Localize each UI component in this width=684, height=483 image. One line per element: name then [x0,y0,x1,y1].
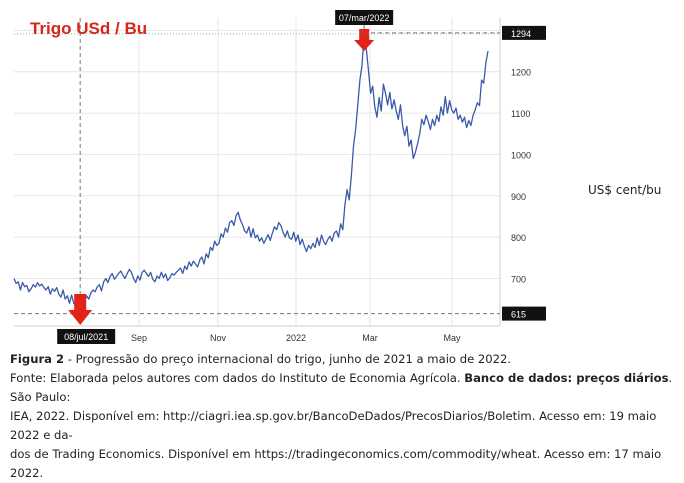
y-tick-label: 800 [511,233,526,243]
y-tick-label: 1000 [511,150,531,160]
down-arrow-icon [354,29,375,51]
source-prefix: Fonte: Elaborada pelos autores com dados… [10,371,465,385]
date-tag-label: 08/jul/2021 [64,332,108,342]
chart-annotations [14,10,546,344]
y-tick-label: 700 [511,274,526,284]
x-tick-label: 2022 [286,333,306,343]
price-tag-label: 1294 [511,29,531,39]
price-tag-label: 615 [511,310,526,320]
figure-text: - Progressão do preço internacional do t… [64,352,512,366]
price-tag-box [502,306,546,321]
chart-grid [14,18,500,326]
x-tick-label: Sep [131,333,147,343]
caption-source-line-1: Fonte: Elaborada pelos autores com dados… [10,369,678,407]
y-tick-label: 1300 [511,26,531,36]
y-tick-label: 1100 [511,109,530,119]
down-arrow-icon [68,294,93,325]
date-tag-label: 07/mar/2022 [339,13,390,23]
chart-title: Trigo USd / Bu [30,19,147,38]
price-tag-box [502,25,546,40]
figure-label: Figura 2 [10,352,65,366]
caption-source-line-2: IEA, 2022. Disponível em: http://ciagri.… [10,409,657,442]
chart-series [13,32,489,315]
chart-axes [14,18,501,327]
x-tick-label: May [443,333,461,343]
date-tag-box [335,10,394,25]
figure-caption: Figura 2 - Progressão do preço internaci… [10,350,678,483]
series-line [13,32,489,315]
x-tick-label: Mar [362,333,378,343]
caption-title-line: Figura 2 - Progressão do preço internaci… [10,350,678,369]
wheat-price-chart: 1300 1200 1100 1000 900 800 700 Sep Nov 2022 Mar Ma… [13,10,546,344]
caption-source-line-3: dos de Trading Economics. Disponível em … [10,447,662,480]
source-suffix: . São Paulo: [10,371,673,404]
y-tick-label: 1200 [511,68,531,78]
unit-label: US$ cent/bu [588,183,662,197]
x-tick-label: Nov [210,333,227,343]
date-tag-box [57,329,116,344]
chart-labels: 1300 1200 1100 1000 900 800 700 Sep Nov 2022 Mar Ma… [30,13,531,343]
y-tick-label: 900 [511,192,526,202]
source-bold: Banco de dados: preços diários [464,371,669,385]
